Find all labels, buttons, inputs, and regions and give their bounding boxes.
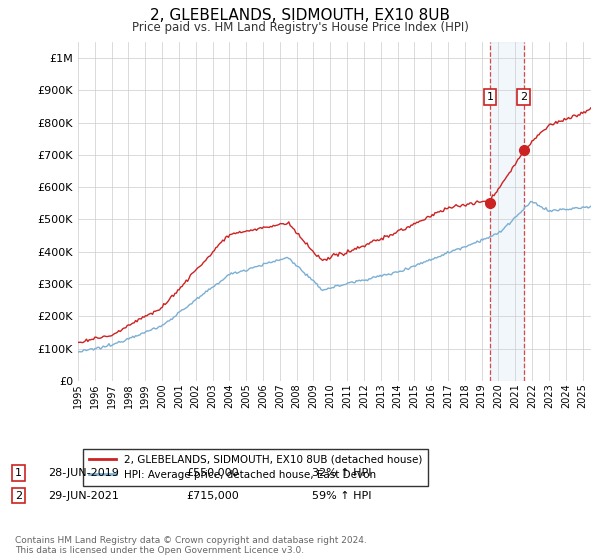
Text: £550,000: £550,000 (186, 468, 239, 478)
Text: £715,000: £715,000 (186, 491, 239, 501)
Bar (490, 42, 524, 381)
Text: 2: 2 (15, 491, 22, 501)
Text: 1: 1 (15, 468, 22, 478)
Text: 59% ↑ HPI: 59% ↑ HPI (312, 491, 371, 501)
Text: 2: 2 (520, 92, 527, 102)
Text: Contains HM Land Registry data © Crown copyright and database right 2024.
This d: Contains HM Land Registry data © Crown c… (15, 536, 367, 556)
Text: Price paid vs. HM Land Registry's House Price Index (HPI): Price paid vs. HM Land Registry's House … (131, 21, 469, 34)
Text: 1: 1 (487, 92, 494, 102)
Text: 2, GLEBELANDS, SIDMOUTH, EX10 8UB: 2, GLEBELANDS, SIDMOUTH, EX10 8UB (150, 8, 450, 22)
Text: 28-JUN-2019: 28-JUN-2019 (48, 468, 119, 478)
Legend: 2, GLEBELANDS, SIDMOUTH, EX10 8UB (detached house), HPI: Average price, detached: 2, GLEBELANDS, SIDMOUTH, EX10 8UB (detac… (83, 449, 428, 487)
Text: 32% ↑ HPI: 32% ↑ HPI (312, 468, 371, 478)
Text: 29-JUN-2021: 29-JUN-2021 (48, 491, 119, 501)
